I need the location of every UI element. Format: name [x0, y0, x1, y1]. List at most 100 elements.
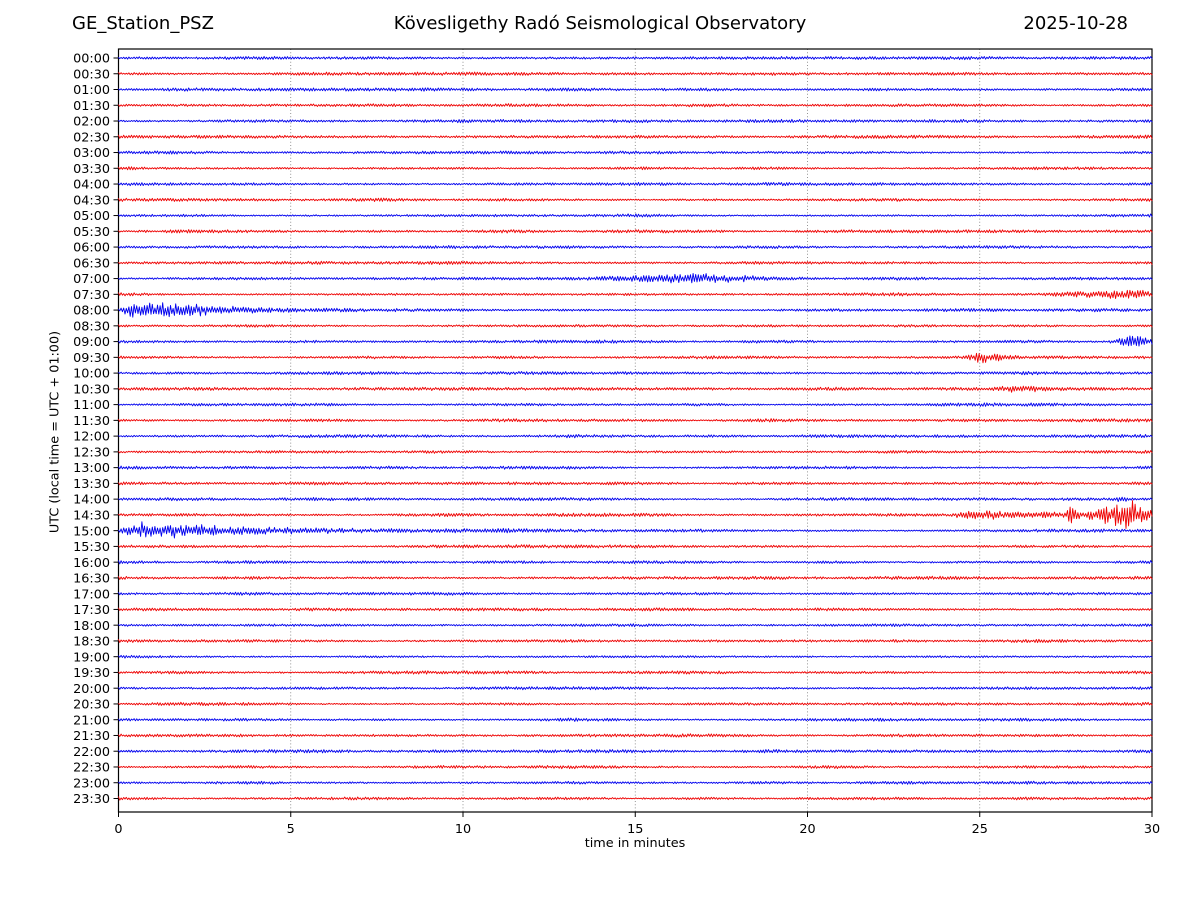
row-label-0400: 04:00: [73, 178, 110, 193]
trace-0500: [118, 213, 1153, 218]
trace-0600: [118, 245, 1153, 250]
trace-0130: [118, 103, 1153, 108]
y-axis-label: UTC (local time = UTC + 01:00): [47, 330, 63, 534]
trace-0800: [118, 302, 1153, 318]
trace-1600: [118, 560, 1153, 565]
trace-0030: [118, 71, 1153, 76]
trace-1500: [118, 521, 1153, 539]
trace-1430: [118, 500, 1153, 529]
row-label-0700: 07:00: [73, 272, 110, 287]
row-label-2000: 20:00: [73, 682, 110, 697]
row-label-0230: 02:30: [73, 130, 110, 145]
trace-0930: [118, 352, 1153, 364]
row-label-1130: 11:30: [73, 414, 110, 429]
row-label-0800: 08:00: [73, 304, 110, 319]
row-label-1530: 15:30: [73, 540, 110, 555]
x-tick-label-20: 20: [799, 822, 815, 837]
row-label-0730: 07:30: [73, 288, 110, 303]
trace-1730: [118, 607, 1153, 612]
trace-1630: [118, 575, 1153, 580]
trace-2130: [118, 733, 1153, 738]
trace-1200: [118, 433, 1153, 439]
row-label-2200: 22:00: [73, 745, 110, 760]
row-label-1300: 13:00: [73, 461, 110, 476]
trace-0400: [118, 181, 1153, 187]
trace-1030: [118, 385, 1153, 393]
trace-2230: [118, 764, 1153, 770]
row-label-0900: 09:00: [73, 335, 110, 350]
x-tick-label-30: 30: [1144, 822, 1160, 837]
trace-1130: [118, 418, 1153, 423]
row-label-1830: 18:30: [73, 635, 110, 650]
trace-2300: [118, 780, 1153, 785]
row-label-0430: 04:30: [73, 193, 110, 208]
row-label-1800: 18:00: [73, 619, 110, 634]
x-tick-label-15: 15: [627, 822, 643, 837]
trace-1830: [118, 638, 1153, 644]
x-tick-label-25: 25: [972, 822, 988, 837]
trace-1400: [118, 496, 1153, 503]
row-label-1600: 16:00: [73, 556, 110, 571]
trace-1530: [118, 544, 1153, 549]
row-label-1200: 12:00: [73, 430, 110, 445]
row-label-1230: 12:30: [73, 445, 110, 460]
trace-2100: [118, 717, 1153, 722]
trace-0530: [118, 229, 1153, 234]
row-label-0530: 05:30: [73, 225, 110, 240]
trace-1800: [118, 623, 1153, 628]
row-label-1000: 10:00: [73, 367, 110, 382]
trace-0200: [118, 118, 1153, 124]
row-label-2330: 23:30: [73, 792, 110, 807]
row-label-0100: 01:00: [73, 83, 110, 98]
row-label-2030: 20:30: [73, 698, 110, 713]
row-label-1500: 15:00: [73, 524, 110, 539]
x-tick-label-10: 10: [455, 822, 471, 837]
row-label-1930: 19:30: [73, 666, 110, 681]
row-label-1730: 17:30: [73, 603, 110, 618]
row-label-1630: 16:30: [73, 572, 110, 587]
row-label-0300: 03:00: [73, 146, 110, 161]
trace-2030: [118, 701, 1153, 707]
station-title: GE_Station_PSZ: [72, 13, 214, 34]
row-label-0030: 00:30: [73, 67, 110, 82]
trace-2330: [118, 796, 1153, 801]
trace-1300: [118, 465, 1153, 470]
trace-2000: [118, 686, 1153, 691]
trace-0730: [118, 289, 1153, 300]
trace-1330: [118, 481, 1153, 486]
row-label-1330: 13:30: [73, 477, 110, 492]
row-label-0000: 00:00: [73, 52, 110, 67]
row-label-2100: 21:00: [73, 713, 110, 728]
date-title: 2025-10-28: [1023, 13, 1128, 34]
trace-2200: [118, 749, 1153, 754]
row-label-0630: 06:30: [73, 256, 110, 271]
trace-1930: [118, 670, 1153, 675]
trace-0630: [118, 260, 1153, 265]
trace-0700: [118, 272, 1153, 284]
row-label-2300: 23:00: [73, 776, 110, 791]
row-label-0130: 01:30: [73, 99, 110, 114]
row-label-2130: 21:30: [73, 729, 110, 744]
trace-1700: [118, 591, 1153, 596]
row-label-0600: 06:00: [73, 241, 110, 256]
trace-1900: [118, 654, 1153, 659]
row-label-1430: 14:30: [73, 508, 110, 523]
x-tick-label-0: 0: [114, 822, 122, 837]
trace-1100: [118, 402, 1153, 407]
x-axis-label: time in minutes: [584, 836, 686, 851]
trace-0300: [118, 150, 1153, 155]
trace-0330: [118, 166, 1153, 171]
trace-1230: [118, 449, 1153, 454]
trace-0000: [118, 56, 1153, 61]
row-label-1700: 17:00: [73, 587, 110, 602]
row-label-1030: 10:30: [73, 382, 110, 397]
trace-0100: [118, 87, 1153, 92]
trace-0900: [118, 335, 1153, 347]
row-label-0500: 05:00: [73, 209, 110, 224]
trace-1000: [118, 371, 1153, 376]
row-label-1900: 19:00: [73, 650, 110, 665]
row-label-0930: 09:30: [73, 351, 110, 366]
title-row: GE_Station_PSZ Kövesligethy Radó Seismol…: [0, 13, 1200, 39]
trace-0830: [118, 324, 1153, 328]
